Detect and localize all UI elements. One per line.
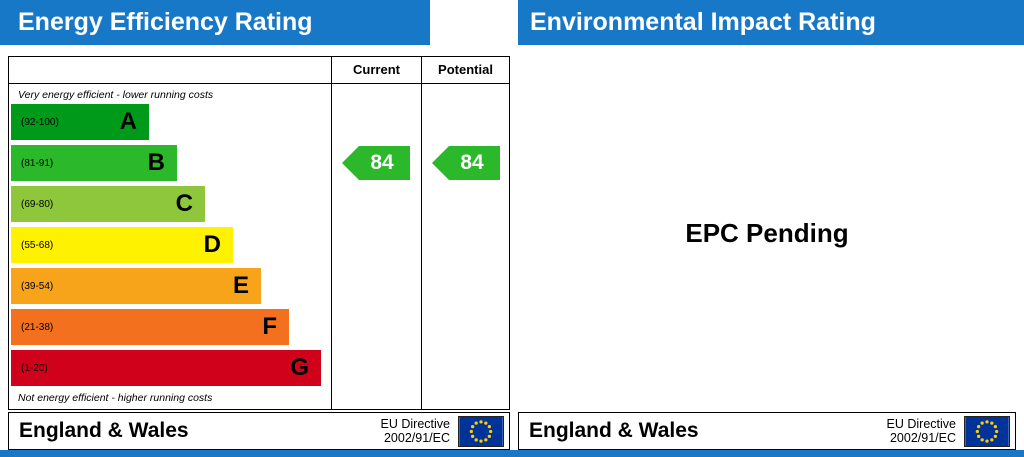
chart-header-row: Current Potential	[9, 57, 509, 84]
band-letter: A	[119, 108, 137, 135]
band-range-label: (81-91)	[21, 157, 54, 169]
epc-pending-message: EPC Pending	[685, 217, 849, 248]
band-g: (1-20) G	[11, 350, 321, 386]
current-column-header: Current	[331, 57, 421, 83]
band-d: (55-68) D	[11, 227, 233, 263]
environmental-impact-title: Environmental Impact Rating	[518, 0, 1024, 45]
eu-flag-icon	[964, 415, 1010, 447]
band-b: (81-91) B	[11, 145, 177, 181]
region-label: England & Wales	[19, 419, 189, 442]
chart-body: Very energy efficient - lower running co…	[9, 84, 509, 410]
eu-directive-line1: EU Directive	[886, 416, 956, 431]
band-a: (92-100) A	[11, 104, 149, 140]
eu-directive-label: EU Directive 2002/91/EC	[887, 417, 956, 446]
potential-column-header: Potential	[421, 57, 509, 83]
band-f: (21-38) F	[11, 309, 289, 345]
potential-rating-value: 84	[460, 151, 484, 174]
eu-directive-line1: EU Directive	[380, 416, 450, 431]
rating-bands: (92-100) A (81-91) B (69-80) C (55-68) D (39-54)…	[11, 104, 321, 391]
current-column: 84	[331, 84, 421, 410]
energy-efficiency-title: Energy Efficiency Rating	[0, 0, 430, 45]
potential-rating-arrow: 84	[432, 146, 500, 180]
band-c: (69-80) C	[11, 186, 205, 222]
band-letter: G	[290, 354, 309, 381]
band-letter: B	[147, 149, 165, 176]
region-label: England & Wales	[529, 419, 699, 442]
eu-directive-line2: 2002/91/EC	[383, 431, 450, 445]
footer-england-wales-left: England & Wales EU Directive 2002/91/EC	[8, 412, 510, 450]
band-range-label: (21-38)	[21, 321, 54, 333]
current-rating-value: 84	[370, 151, 394, 174]
band-letter: E	[232, 272, 249, 299]
top-note: Very energy efficient - lower running co…	[18, 89, 214, 101]
band-range-label: (55-68)	[21, 239, 54, 251]
current-rating-arrow: 84	[342, 146, 410, 180]
bottom-border-strip	[0, 450, 1024, 457]
band-letter: D	[203, 231, 221, 258]
band-letter: F	[262, 313, 277, 340]
bottom-note: Not energy efficient - higher running co…	[18, 392, 213, 404]
potential-column: 84	[421, 84, 509, 410]
energy-rating-chart: Current Potential Very energy efficient …	[8, 56, 510, 410]
band-letter: C	[175, 190, 193, 217]
footer-england-wales-right: England & Wales EU Directive 2002/91/EC	[518, 412, 1016, 450]
band-range-label: (39-54)	[21, 280, 54, 292]
band-range-label: (1-20)	[21, 362, 48, 374]
band-range-label: (69-80)	[21, 198, 54, 210]
band-range-label: (92-100)	[21, 116, 59, 128]
eu-directive-line2: 2002/91/EC	[889, 431, 956, 445]
band-e: (39-54) E	[11, 268, 261, 304]
eu-flag-icon	[458, 415, 504, 447]
chart-header-spacer	[9, 57, 331, 83]
eu-directive-label: EU Directive 2002/91/EC	[381, 417, 450, 446]
